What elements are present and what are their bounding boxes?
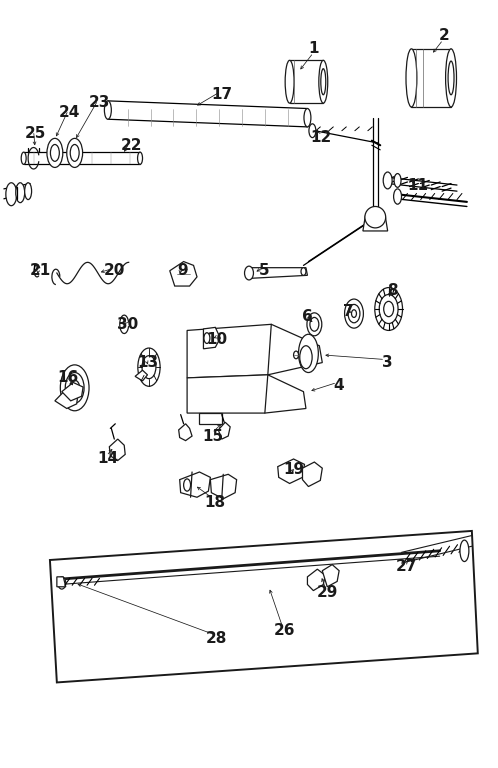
Polygon shape	[290, 61, 323, 103]
Polygon shape	[411, 49, 451, 107]
Ellipse shape	[16, 183, 25, 203]
Text: 9: 9	[177, 263, 187, 278]
Polygon shape	[187, 324, 322, 378]
Text: 23: 23	[89, 95, 110, 110]
Ellipse shape	[67, 138, 83, 167]
Ellipse shape	[300, 346, 312, 369]
Ellipse shape	[448, 61, 454, 94]
Text: 4: 4	[333, 378, 344, 393]
Polygon shape	[135, 370, 147, 381]
Text: 25: 25	[24, 125, 46, 141]
Text: 5: 5	[258, 263, 269, 278]
Ellipse shape	[70, 380, 80, 396]
Polygon shape	[302, 462, 322, 487]
Ellipse shape	[58, 577, 66, 589]
Ellipse shape	[47, 138, 63, 167]
Polygon shape	[187, 375, 306, 413]
Text: 18: 18	[205, 495, 226, 510]
Polygon shape	[170, 262, 197, 286]
Polygon shape	[57, 577, 66, 587]
Ellipse shape	[348, 304, 360, 323]
Ellipse shape	[460, 540, 469, 561]
Ellipse shape	[406, 49, 417, 107]
Polygon shape	[278, 459, 304, 484]
Polygon shape	[322, 564, 339, 587]
Ellipse shape	[60, 365, 89, 411]
Ellipse shape	[50, 144, 59, 161]
Text: 16: 16	[58, 370, 79, 386]
Ellipse shape	[345, 299, 364, 328]
Ellipse shape	[137, 152, 142, 164]
Text: 3: 3	[382, 355, 393, 370]
Text: 20: 20	[104, 263, 125, 278]
Text: 28: 28	[206, 631, 228, 646]
Text: 27: 27	[396, 558, 417, 574]
Polygon shape	[200, 413, 222, 424]
Text: 22: 22	[121, 137, 142, 153]
Ellipse shape	[184, 479, 191, 491]
Ellipse shape	[204, 333, 210, 343]
Text: 8: 8	[387, 283, 398, 298]
Ellipse shape	[319, 61, 328, 103]
Ellipse shape	[65, 372, 84, 403]
Text: 21: 21	[29, 263, 51, 278]
Text: 11: 11	[407, 177, 428, 193]
Ellipse shape	[105, 101, 112, 119]
Polygon shape	[307, 569, 325, 591]
Ellipse shape	[365, 207, 385, 228]
Ellipse shape	[304, 108, 311, 127]
Ellipse shape	[285, 61, 294, 103]
Polygon shape	[55, 387, 78, 409]
Ellipse shape	[310, 317, 319, 331]
Ellipse shape	[383, 301, 393, 316]
Text: 29: 29	[317, 584, 338, 600]
Ellipse shape	[394, 174, 401, 187]
Ellipse shape	[375, 287, 402, 330]
Ellipse shape	[352, 310, 357, 317]
Polygon shape	[50, 531, 478, 683]
Text: 17: 17	[211, 88, 233, 102]
Polygon shape	[218, 422, 230, 439]
Polygon shape	[180, 472, 210, 497]
Polygon shape	[363, 216, 387, 231]
Ellipse shape	[321, 68, 326, 94]
Ellipse shape	[138, 348, 160, 386]
Text: 2: 2	[439, 28, 450, 43]
Text: 26: 26	[274, 623, 295, 638]
Text: 15: 15	[203, 429, 224, 444]
Polygon shape	[204, 327, 220, 349]
Text: 1: 1	[308, 41, 319, 56]
Polygon shape	[110, 439, 125, 461]
Ellipse shape	[70, 144, 79, 161]
Text: 30: 30	[117, 317, 138, 332]
Polygon shape	[248, 268, 307, 278]
Ellipse shape	[446, 49, 457, 107]
Text: 13: 13	[137, 355, 158, 370]
Polygon shape	[210, 475, 237, 498]
Text: 10: 10	[206, 332, 228, 347]
Ellipse shape	[301, 268, 306, 276]
Text: 7: 7	[343, 304, 354, 319]
Ellipse shape	[309, 124, 316, 137]
Text: 14: 14	[97, 452, 119, 466]
Polygon shape	[179, 424, 192, 441]
Polygon shape	[62, 382, 83, 401]
Text: 19: 19	[283, 462, 304, 477]
Text: 6: 6	[302, 310, 313, 324]
Ellipse shape	[379, 294, 398, 323]
Ellipse shape	[245, 266, 253, 280]
Text: 24: 24	[59, 105, 80, 120]
Ellipse shape	[142, 356, 156, 379]
Ellipse shape	[25, 183, 31, 200]
Ellipse shape	[393, 189, 401, 204]
Ellipse shape	[298, 334, 318, 372]
Ellipse shape	[293, 351, 298, 359]
Ellipse shape	[21, 152, 26, 164]
Ellipse shape	[307, 313, 322, 336]
Ellipse shape	[383, 172, 392, 189]
Text: 12: 12	[310, 130, 332, 145]
Ellipse shape	[6, 183, 17, 206]
